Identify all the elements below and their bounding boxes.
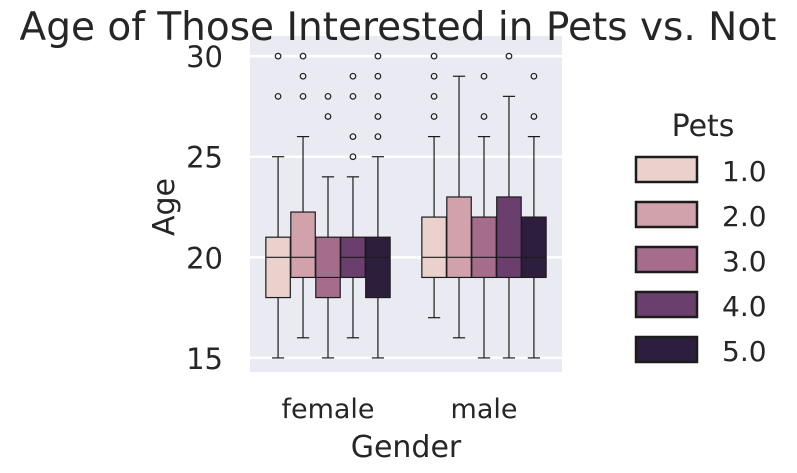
outlier-point bbox=[349, 133, 357, 140]
box-iqr bbox=[315, 236, 341, 299]
outlier-point bbox=[374, 133, 382, 140]
x-axis-ticks: female male bbox=[281, 394, 517, 425]
box-iqr bbox=[521, 216, 547, 279]
legend-swatch bbox=[634, 290, 699, 319]
box-male-4.0 bbox=[496, 52, 522, 359]
box-iqr bbox=[290, 211, 316, 279]
chart-title: Age of Those Interested in Pets vs. Not bbox=[20, 5, 777, 50]
box-female-3.0 bbox=[315, 92, 341, 359]
x-tick-label: male bbox=[451, 394, 518, 425]
outlier-point bbox=[374, 52, 382, 60]
box-female-5.0 bbox=[365, 52, 391, 359]
legend-title: Pets bbox=[672, 109, 735, 144]
y-tick-label: 15 bbox=[186, 342, 223, 376]
box-iqr bbox=[471, 216, 497, 279]
outlier-point bbox=[505, 52, 513, 60]
box-male-5.0 bbox=[521, 72, 547, 359]
legend-swatch bbox=[634, 245, 699, 274]
box-series-group bbox=[265, 52, 547, 359]
box-iqr bbox=[365, 236, 391, 299]
outlier-point bbox=[349, 153, 357, 161]
outlier-point bbox=[374, 92, 382, 100]
outlier-point bbox=[274, 92, 282, 100]
outlier-point bbox=[480, 113, 488, 120]
outlier-point bbox=[374, 113, 382, 120]
outlier-point bbox=[374, 72, 382, 80]
box-iqr bbox=[265, 236, 291, 299]
outlier-point bbox=[274, 52, 282, 60]
outlier-point bbox=[430, 52, 438, 60]
outlier-point bbox=[299, 52, 307, 60]
legend: Pets 1.0 2.0 3.0 4.0 5.0 bbox=[634, 109, 767, 368]
legend-swatch bbox=[634, 155, 699, 184]
outlier-point bbox=[324, 113, 332, 120]
outlier-point bbox=[480, 72, 488, 80]
legend-swatch bbox=[634, 200, 699, 229]
box-male-2.0 bbox=[446, 75, 472, 339]
outlier-point bbox=[349, 72, 357, 80]
y-tick-label: 20 bbox=[186, 241, 223, 275]
box-iqr bbox=[496, 196, 522, 279]
box-iqr bbox=[446, 196, 472, 279]
box-female-2.0 bbox=[290, 52, 316, 339]
outlier-point bbox=[349, 92, 357, 100]
y-tick-label: 25 bbox=[186, 141, 223, 175]
x-axis-label: Gender bbox=[351, 430, 462, 465]
legend-label: 4.0 bbox=[722, 290, 767, 323]
box-male-1.0 bbox=[421, 52, 447, 319]
legend-label: 5.0 bbox=[722, 335, 767, 368]
outlier-point bbox=[430, 92, 438, 100]
y-tick-label: 30 bbox=[186, 40, 223, 74]
legend-swatch bbox=[634, 335, 699, 364]
y-axis-ticks: 15 20 25 30 bbox=[186, 40, 223, 376]
y-axis-label: Age bbox=[147, 178, 182, 236]
outlier-point bbox=[299, 92, 307, 100]
outlier-point bbox=[530, 72, 538, 80]
outlier-point bbox=[299, 72, 307, 80]
outlier-point bbox=[430, 113, 438, 120]
legend-label: 1.0 bbox=[722, 155, 767, 188]
outlier-point bbox=[324, 92, 332, 100]
outlier-point bbox=[430, 72, 438, 80]
box-iqr bbox=[421, 216, 447, 279]
legend-label: 2.0 bbox=[722, 200, 767, 233]
legend-label: 3.0 bbox=[722, 245, 767, 278]
outlier-point bbox=[530, 113, 538, 120]
box-female-4.0 bbox=[340, 72, 366, 339]
x-tick-label: female bbox=[281, 394, 374, 425]
